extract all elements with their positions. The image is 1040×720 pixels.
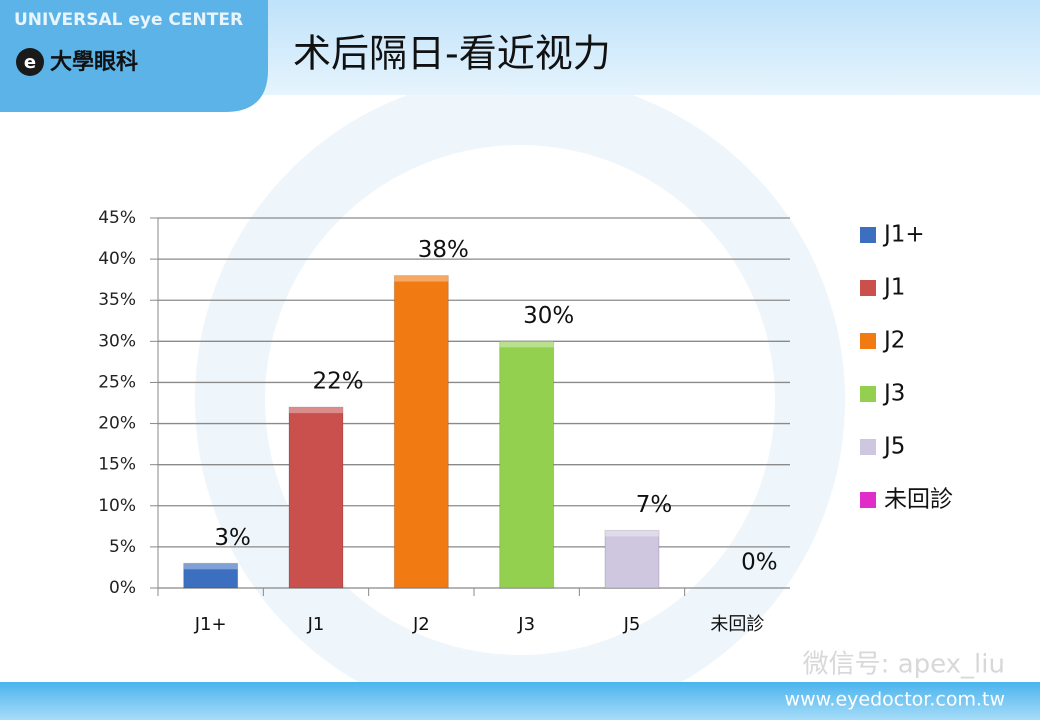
y-tick-label: 5% bbox=[109, 537, 136, 557]
bar-highlight bbox=[605, 530, 659, 537]
legend-label: J1 bbox=[882, 275, 905, 301]
y-tick-label: 25% bbox=[98, 372, 136, 392]
legend-swatch bbox=[860, 386, 876, 402]
logo-icon bbox=[16, 48, 44, 76]
bar-highlight bbox=[183, 563, 238, 570]
logo-panel bbox=[0, 0, 268, 112]
bar-highlight bbox=[289, 407, 343, 414]
x-tick-label: J5 bbox=[623, 614, 641, 635]
bar bbox=[499, 340, 555, 589]
data-label: 38% bbox=[418, 237, 469, 263]
bar bbox=[183, 562, 239, 589]
y-tick-label: 45% bbox=[98, 208, 136, 228]
bar-highlight bbox=[499, 341, 554, 348]
logo-text: 大學眼科 bbox=[50, 49, 138, 75]
x-tick-label: J2 bbox=[412, 614, 430, 635]
logo-icon-letter: e bbox=[24, 52, 36, 73]
bar bbox=[393, 275, 449, 589]
y-tick-label: 35% bbox=[98, 290, 136, 310]
bar bbox=[288, 406, 344, 589]
y-tick-label: 20% bbox=[98, 414, 136, 434]
data-label: 7% bbox=[636, 492, 673, 518]
y-tick-label: 30% bbox=[98, 331, 136, 351]
y-tick-label: 10% bbox=[98, 496, 136, 516]
legend-label: 未回診 bbox=[884, 487, 953, 513]
footer-band bbox=[0, 682, 1040, 720]
watermark: 微信号: apex_liu bbox=[803, 650, 1005, 680]
x-tick-label: J1+ bbox=[194, 614, 227, 635]
y-tick-label: 0% bbox=[109, 578, 136, 598]
bar bbox=[604, 529, 660, 589]
legend-swatch bbox=[860, 439, 876, 455]
bar-highlight bbox=[394, 275, 449, 282]
data-label: 0% bbox=[741, 550, 778, 576]
y-tick-label: 15% bbox=[98, 455, 136, 475]
x-tick-label: J3 bbox=[517, 614, 535, 635]
footer-url: www.eyedoctor.com.tw bbox=[785, 689, 1005, 711]
y-tick-label: 40% bbox=[98, 249, 136, 269]
data-label: 3% bbox=[214, 525, 251, 551]
legend-label: J5 bbox=[882, 434, 905, 460]
data-label: 22% bbox=[312, 369, 363, 395]
x-tick-label: J1 bbox=[307, 614, 325, 635]
data-label: 30% bbox=[523, 303, 574, 329]
legend-swatch bbox=[860, 492, 876, 508]
legend-swatch bbox=[860, 280, 876, 296]
legend-label: J2 bbox=[882, 328, 905, 354]
legend-label: J3 bbox=[882, 381, 905, 407]
x-tick-label: 未回診 bbox=[710, 614, 764, 635]
chart-title: 术后隔日-看近视力 bbox=[293, 32, 611, 76]
legend-swatch bbox=[860, 333, 876, 349]
brand: UNIVERSAL eye CENTER bbox=[14, 10, 243, 30]
legend-label: J1+ bbox=[882, 222, 925, 248]
legend-swatch bbox=[860, 227, 876, 243]
